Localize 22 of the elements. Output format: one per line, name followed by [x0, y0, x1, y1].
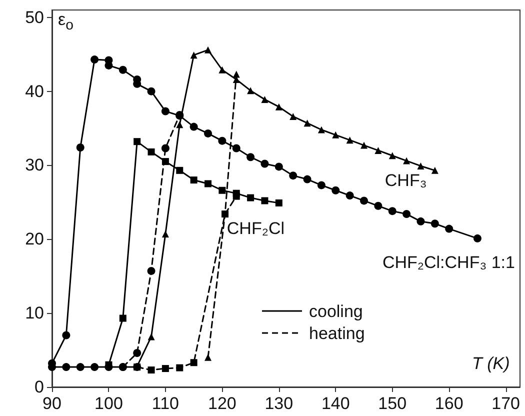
annotation: cooling: [309, 302, 363, 320]
x-tick-label: 170: [492, 394, 520, 413]
x-tick-label: 160: [434, 394, 464, 413]
x-tick-label: 120: [208, 394, 236, 413]
x-tick-label: 150: [378, 394, 407, 413]
annotation: heating: [309, 324, 365, 342]
y-tick-label: 10: [25, 304, 44, 323]
y-axis-title: ε$_{o}$: [58, 10, 74, 34]
x-axis-title: T (K): [472, 354, 510, 372]
x-tick-label: 90: [42, 394, 62, 413]
y-tick-label: 0: [34, 378, 44, 396]
x-tick-label: 140: [321, 394, 350, 413]
series-label: CHF₂Cl:CHF₃ 1:1: [382, 252, 515, 272]
y-tick-label: 40: [25, 82, 44, 101]
series-label: CHF₂Cl: [226, 219, 284, 238]
x-tick-label: 110: [152, 394, 180, 413]
series-label: CHF₃: [384, 170, 427, 190]
x-tick-label: 130: [264, 394, 294, 413]
y-tick-label: 30: [25, 156, 44, 175]
y-tick-label: 50: [25, 8, 44, 27]
x-tick-label: 100: [94, 394, 123, 413]
y-tick-label: 20: [25, 230, 44, 249]
